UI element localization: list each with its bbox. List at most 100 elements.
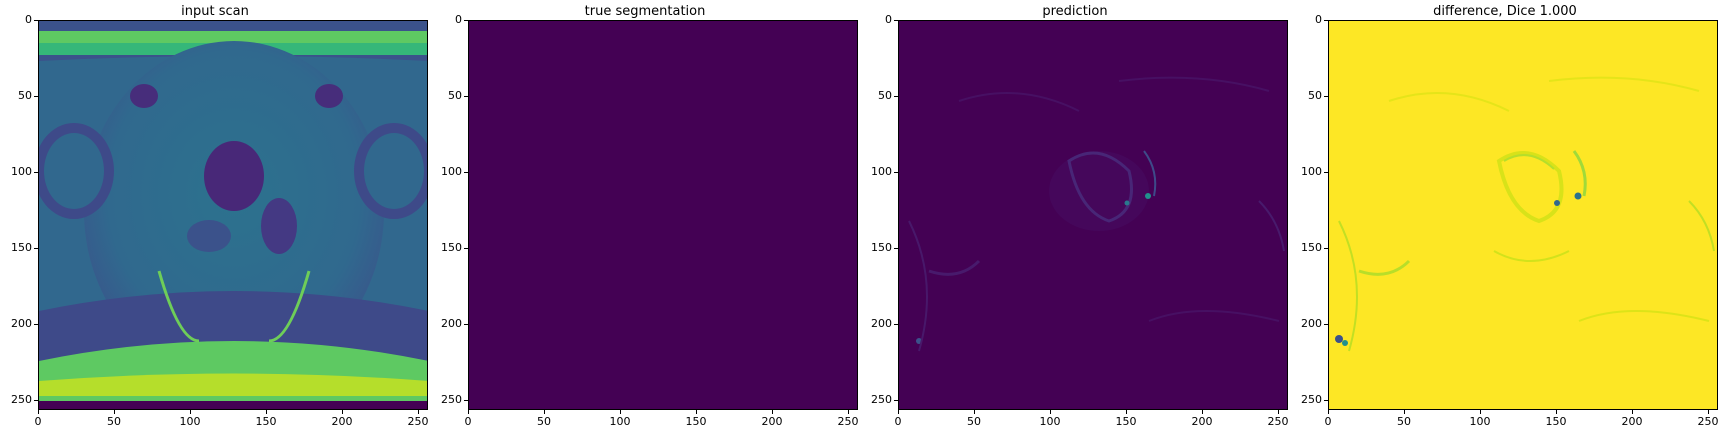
- xtick-label: 150: [1115, 415, 1137, 428]
- ytick-mark: [34, 96, 38, 97]
- ytick-label: 250: [1301, 393, 1322, 406]
- ytick-mark: [464, 324, 468, 325]
- xtick-label: 0: [894, 415, 902, 428]
- ytick-label: 50: [878, 89, 892, 102]
- xtick-mark: [1278, 410, 1279, 414]
- xtick-label: 100: [179, 415, 201, 428]
- ytick-label: 50: [1308, 89, 1322, 102]
- mri-scan-image: [39, 21, 427, 409]
- ytick-mark: [34, 400, 38, 401]
- ytick-label: 200: [871, 317, 892, 330]
- xtick-label: 250: [407, 415, 429, 428]
- xtick-label: 50: [967, 415, 981, 428]
- xtick-label: 250: [1267, 415, 1289, 428]
- ytick-mark: [1324, 96, 1328, 97]
- ytick-label: 0: [25, 13, 32, 26]
- ytick-mark: [464, 400, 468, 401]
- segmentation-mask-image: [469, 21, 857, 409]
- xtick-mark: [1328, 410, 1329, 414]
- ytick-label: 250: [11, 393, 32, 406]
- ytick-mark: [894, 400, 898, 401]
- panel-title: input scan: [181, 4, 249, 19]
- ytick-label: 0: [885, 13, 892, 26]
- panel-difference: difference, Dice 1.000 0 50 100 150 200 …: [1290, 0, 1720, 432]
- image-difference: [1328, 20, 1718, 410]
- xtick-label: 0: [464, 415, 472, 428]
- xtick-label: 250: [837, 415, 859, 428]
- xtick-label: 200: [761, 415, 783, 428]
- xtick-mark: [190, 410, 191, 414]
- xtick-mark: [1050, 410, 1051, 414]
- panel-input-scan: input scan: [0, 0, 430, 432]
- xtick-mark: [1480, 410, 1481, 414]
- xtick-mark: [772, 410, 773, 414]
- xtick-label: 250: [1697, 415, 1719, 428]
- ytick-label: 50: [448, 89, 462, 102]
- xtick-label: 100: [1469, 415, 1491, 428]
- ytick-label: 150: [441, 241, 462, 254]
- panel-prediction: prediction 0 50 100 150 200 250 0 50 100…: [860, 0, 1290, 432]
- image-prediction: [898, 20, 1288, 410]
- xtick-mark: [974, 410, 975, 414]
- ytick-label: 200: [1301, 317, 1322, 330]
- ytick-mark: [1324, 172, 1328, 173]
- ytick-label: 100: [871, 165, 892, 178]
- xtick-mark: [848, 410, 849, 414]
- panel-title: difference, Dice 1.000: [1433, 4, 1577, 19]
- ytick-mark: [894, 20, 898, 21]
- ytick-mark: [1324, 400, 1328, 401]
- difference-heatmap-image: [1329, 21, 1717, 409]
- xtick-mark: [114, 410, 115, 414]
- panel-title: prediction: [1042, 4, 1108, 19]
- ytick-label: 100: [11, 165, 32, 178]
- ytick-label: 150: [1301, 241, 1322, 254]
- xtick-label: 100: [609, 415, 631, 428]
- xtick-label: 50: [107, 415, 121, 428]
- ytick-mark: [34, 324, 38, 325]
- xtick-label: 200: [1621, 415, 1643, 428]
- xtick-label: 200: [331, 415, 353, 428]
- ytick-mark: [34, 20, 38, 21]
- prediction-heatmap-image: [899, 21, 1287, 409]
- image-input-scan: [38, 20, 428, 410]
- ytick-label: 100: [1301, 165, 1322, 178]
- xtick-mark: [418, 410, 419, 414]
- panel-title: true segmentation: [584, 4, 706, 19]
- ytick-mark: [894, 248, 898, 249]
- xtick-label: 200: [1191, 415, 1213, 428]
- ytick-mark: [34, 248, 38, 249]
- ytick-label: 200: [441, 317, 462, 330]
- ytick-mark: [894, 324, 898, 325]
- xtick-mark: [1632, 410, 1633, 414]
- ytick-mark: [894, 96, 898, 97]
- xtick-mark: [620, 410, 621, 414]
- xtick-mark: [1404, 410, 1405, 414]
- xtick-label: 0: [1324, 415, 1332, 428]
- xtick-label: 150: [1545, 415, 1567, 428]
- xtick-label: 0: [34, 415, 42, 428]
- xtick-label: 100: [1039, 415, 1061, 428]
- ytick-label: 150: [871, 241, 892, 254]
- panel-true-segmentation: true segmentation 0 50 100 150 200 250 0…: [430, 0, 860, 432]
- xtick-mark: [1708, 410, 1709, 414]
- xtick-mark: [696, 410, 697, 414]
- xtick-mark: [266, 410, 267, 414]
- ytick-label: 250: [871, 393, 892, 406]
- image-true-segmentation: [468, 20, 858, 410]
- xtick-label: 50: [537, 415, 551, 428]
- xtick-label: 150: [255, 415, 277, 428]
- ytick-mark: [464, 172, 468, 173]
- ytick-mark: [34, 172, 38, 173]
- xtick-mark: [898, 410, 899, 414]
- ytick-label: 150: [11, 241, 32, 254]
- ytick-mark: [1324, 324, 1328, 325]
- xtick-mark: [38, 410, 39, 414]
- ytick-label: 100: [441, 165, 462, 178]
- xtick-label: 50: [1397, 415, 1411, 428]
- ytick-label: 0: [455, 13, 462, 26]
- xtick-mark: [544, 410, 545, 414]
- xtick-label: 150: [685, 415, 707, 428]
- ytick-mark: [1324, 248, 1328, 249]
- ytick-mark: [894, 172, 898, 173]
- ytick-mark: [1324, 20, 1328, 21]
